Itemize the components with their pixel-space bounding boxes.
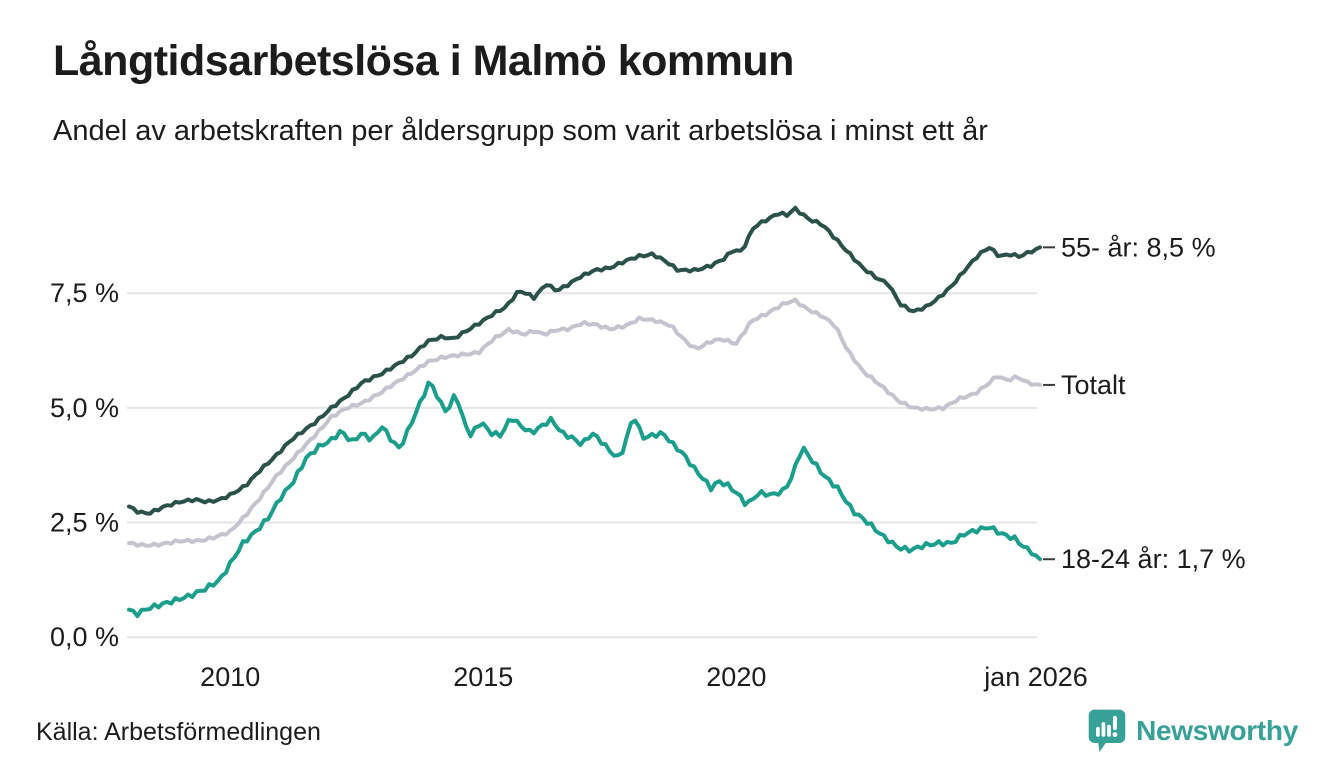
newsworthy-pin-barchart-icon bbox=[1088, 709, 1126, 753]
series-end-label-age-18-24: 18-24 år: 1,7 % bbox=[1061, 544, 1246, 574]
chart-subtitle: Andel av arbetskraften per åldersgrupp s… bbox=[53, 114, 988, 147]
x-axis-tick-label: jan 2026 bbox=[983, 662, 1088, 692]
source-note: Källa: Arbetsförmedlingen bbox=[36, 718, 321, 746]
newsworthy-logo: Newsworthy bbox=[1087, 708, 1298, 754]
series-line-age-55-plus bbox=[127, 205, 1042, 516]
y-axis-tick-label: 5,0 % bbox=[50, 393, 119, 423]
series-line-total bbox=[127, 297, 1042, 548]
series-line-age-18-24 bbox=[127, 380, 1042, 619]
chart-title: Långtidsarbetslösa i Malmö kommun bbox=[53, 37, 794, 85]
x-axis-tick-label: 2010 bbox=[200, 662, 260, 692]
y-axis-tick-label: 7,5 % bbox=[50, 278, 119, 308]
x-axis-tick-label: 2020 bbox=[706, 662, 766, 692]
x-axis-tick-label: 2015 bbox=[453, 662, 513, 692]
newsworthy-wordmark: Newsworthy bbox=[1136, 715, 1298, 746]
series-end-label-total: Totalt bbox=[1061, 370, 1126, 400]
y-axis-tick-label: 2,5 % bbox=[50, 508, 119, 538]
y-axis-tick-label: 0,0 % bbox=[50, 622, 119, 652]
series-end-label-age-55-plus: 55- år: 8,5 % bbox=[1061, 232, 1216, 262]
chart-header: Långtidsarbetslösa i Malmö kommun Andel … bbox=[53, 36, 988, 148]
